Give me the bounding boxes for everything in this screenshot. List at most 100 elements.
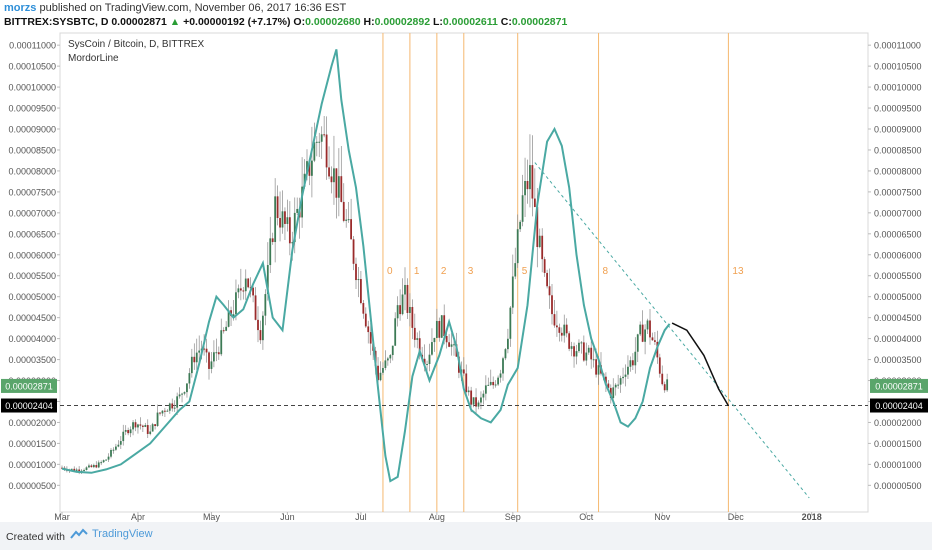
tradingview-logo[interactable]: TradingView [70, 528, 153, 540]
candle-body [73, 468, 76, 471]
low-value: 0.00002611 [442, 16, 498, 28]
candle-body [88, 465, 90, 468]
candle-body [306, 161, 308, 174]
candle-body [614, 384, 617, 388]
candle-body [529, 165, 531, 190]
candle-body [502, 358, 504, 374]
candle-body [475, 397, 477, 407]
candle-body [592, 359, 595, 361]
candle-body [411, 306, 414, 328]
candle-body [308, 161, 311, 176]
candle-body [482, 393, 485, 398]
candle-body [531, 165, 534, 199]
candle-body [663, 384, 666, 391]
time-axis[interactable]: Mar Apr May Jun Jul Aug Sep Oct Nov Dec 2018 [54, 512, 822, 522]
candle-body [342, 201, 345, 221]
candle-body [364, 313, 367, 327]
price-badge-right-bg [870, 378, 928, 393]
candle-body [78, 469, 81, 472]
x-tick-label: Mar [54, 512, 70, 522]
price-chart[interactable]: 0.00000500 0.00001000 0.00001500 0.00002000… [0, 0, 932, 522]
candle-body [467, 390, 470, 393]
candle-body [171, 403, 174, 409]
candle-body [585, 352, 588, 361]
candle-body [536, 207, 539, 248]
candle-body [631, 360, 634, 366]
left-price-axis[interactable]: 0.00000500 0.00001000 0.00001500 0.00002000… [8, 41, 60, 491]
candle-body [176, 396, 179, 408]
author-link[interactable]: morzs [4, 2, 37, 14]
candle-body [541, 235, 544, 260]
candle-body [428, 354, 431, 365]
candle-body [83, 469, 85, 471]
projection-curve [671, 322, 730, 407]
candle-body [293, 212, 296, 243]
publish-info: morzs published on TradingView.com, Nove… [4, 2, 346, 14]
candle-body [641, 324, 644, 342]
symbol-label: BITTREX:SYSBTC, D [4, 16, 109, 28]
level-badge-right: 0.00002404 [875, 401, 923, 411]
candle-body [609, 387, 612, 398]
candle-body [553, 314, 556, 326]
candle-body [507, 338, 509, 350]
candle-body [124, 430, 127, 432]
candle-body [213, 352, 215, 362]
candle-body [362, 303, 365, 314]
y-tick-right: 0.00005500 [874, 271, 922, 281]
candle-body [597, 365, 600, 375]
candle-body [450, 344, 453, 347]
y-tick-right: 0.00001500 [874, 439, 922, 449]
candle-body [239, 288, 242, 291]
y-tick-right: 0.00007500 [874, 187, 922, 197]
y-tick-right: 0.00001000 [874, 460, 922, 470]
candle-body [558, 327, 561, 333]
candle-body [533, 198, 536, 208]
candle-body [301, 186, 303, 218]
candle-body [413, 327, 416, 340]
candle-body [514, 263, 517, 277]
y-tick-right: 0.00011000 [874, 41, 921, 51]
candle-body [573, 346, 575, 357]
candle-body [269, 238, 272, 266]
open-label: O: [293, 16, 306, 28]
candle-body [90, 465, 93, 468]
y-tick-right: 0.00005000 [874, 292, 922, 302]
candle-body [580, 342, 583, 344]
right-price-axis[interactable]: 0.00000500 0.00001000 0.00001500 0.00002000… [868, 41, 922, 491]
candle-body [504, 349, 507, 359]
y-tick-left: 0.00007000 [8, 208, 56, 218]
y-tick-left: 0.00008500 [8, 145, 56, 155]
candle-body [487, 384, 490, 386]
candle-body [431, 342, 433, 355]
candle-body [92, 465, 95, 468]
y-tick-left: 0.00010000 [8, 83, 56, 93]
candle-body [95, 465, 98, 468]
candle-body [556, 325, 558, 328]
candle-body [489, 381, 492, 385]
level-badge-left-bg [1, 398, 57, 413]
candle-body [220, 330, 223, 355]
candle-body [296, 208, 299, 213]
candle-body [658, 357, 661, 374]
candle-body [149, 431, 152, 434]
fib-zone-label: 13 [732, 266, 744, 277]
candle-body [570, 346, 573, 349]
y-tick-right: 0.00008000 [874, 166, 922, 176]
candle-body [612, 387, 615, 398]
candle-body [203, 348, 205, 350]
change-value: +0.00000192 (+7.17%) [183, 16, 291, 28]
candle-body [198, 350, 201, 353]
candle-body [396, 305, 399, 319]
candle-body [311, 160, 313, 176]
y-tick-left: 0.00001000 [8, 460, 56, 470]
candles [61, 116, 669, 475]
x-tick-label: Oct [579, 512, 594, 522]
candle-body [418, 338, 421, 355]
candle-body [110, 449, 112, 457]
candle-body [102, 460, 105, 463]
candle-body [217, 352, 220, 355]
candle-body [524, 180, 526, 196]
candle-body [284, 211, 286, 224]
candle-body [286, 217, 289, 224]
candle-body [288, 217, 291, 244]
